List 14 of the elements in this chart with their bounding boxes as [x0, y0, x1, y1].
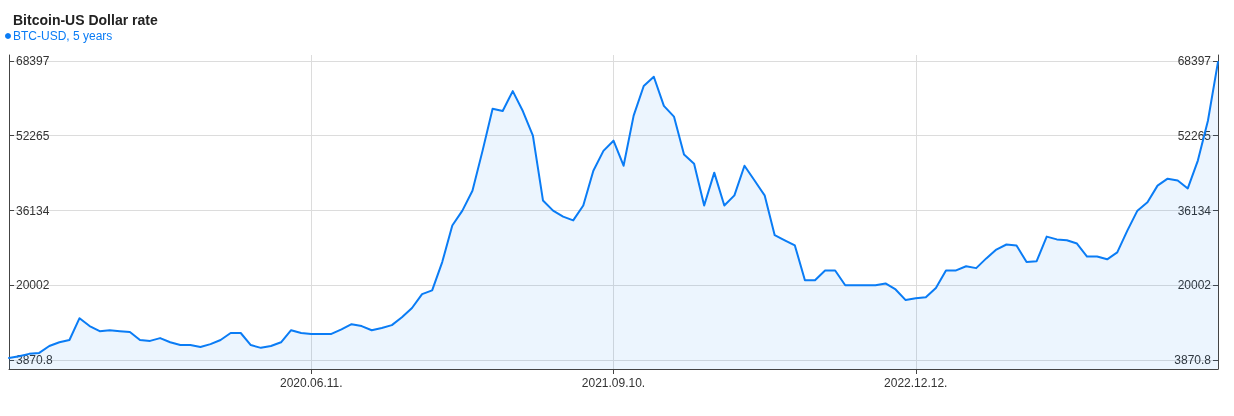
x-tick-label: 2021.09.10.: [581, 376, 646, 390]
y-tick-label: 20002: [16, 278, 50, 293]
y2-tick-label: 20002: [1177, 278, 1212, 293]
y-tick-label: 3870.8: [16, 353, 54, 368]
y2-tick-label: 36134: [1177, 203, 1212, 218]
y-tick-label: 52265: [16, 128, 50, 143]
x-tick-label: 2022.12.12.: [884, 376, 948, 390]
y-tick-label: 68397: [16, 53, 50, 68]
y2-tick-label: 68397: [1177, 53, 1212, 68]
chart-title: Bitcoin-US Dollar rate: [13, 12, 158, 28]
x-tick-label: 2020.06.11.: [279, 376, 343, 390]
y2-tick-label: 3870.8: [1174, 353, 1212, 368]
y-tick-label: 36134: [16, 203, 50, 218]
legend-label: BTC-USD, 5 years: [13, 29, 113, 43]
